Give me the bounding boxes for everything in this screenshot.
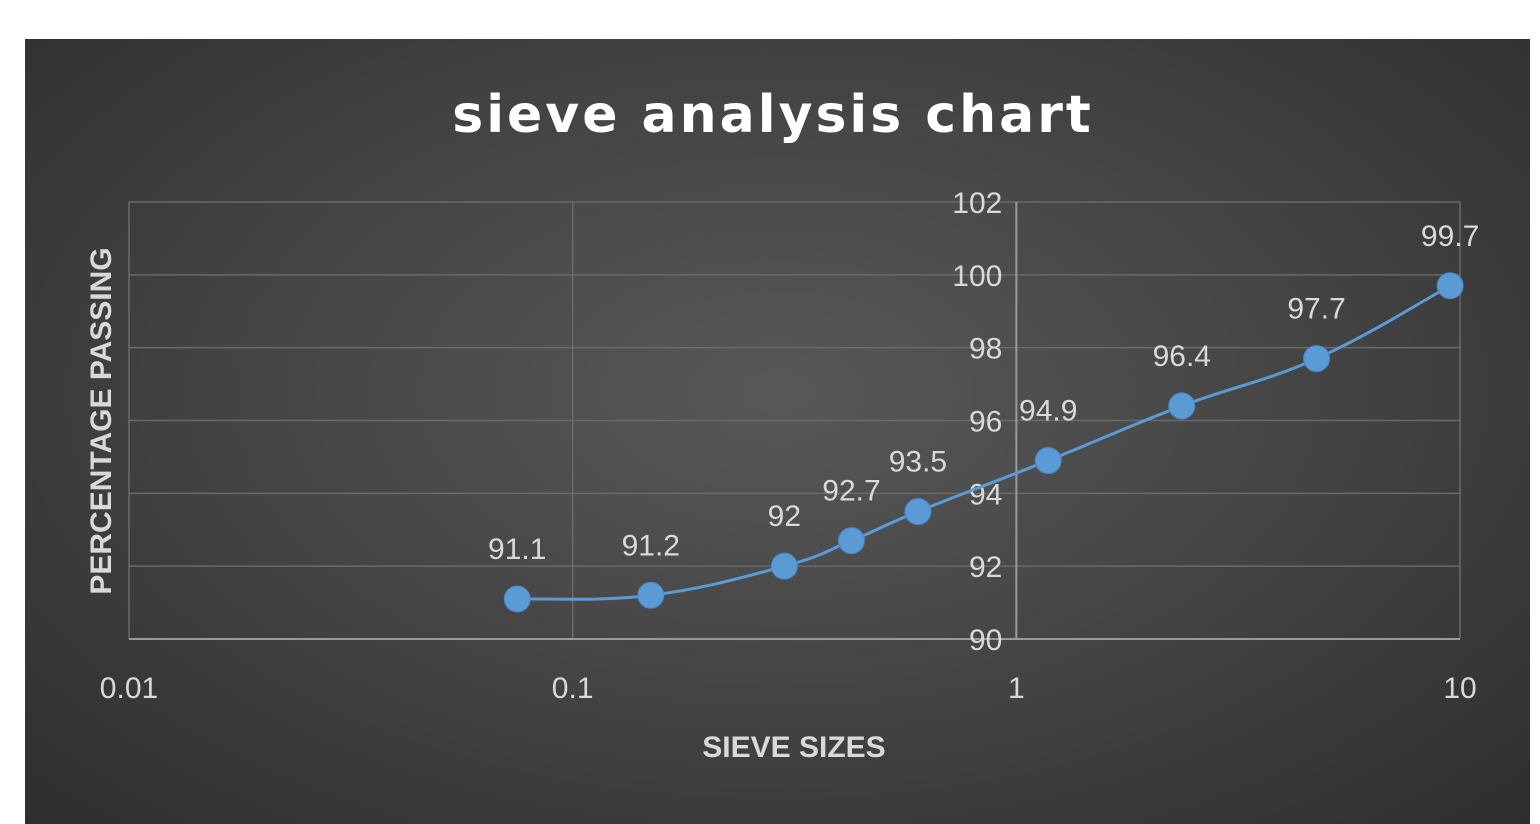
- data-label: 94.9: [1019, 395, 1077, 428]
- data-point-marker: [1436, 272, 1464, 300]
- data-point-marker: [503, 585, 531, 613]
- y-tick-label: 100: [952, 260, 1002, 293]
- label-layer: 91.1 91.2 92 92.7 93.5 94.9 96.4 97.7 99.7: [488, 220, 1479, 566]
- data-label: 92: [768, 500, 801, 533]
- x-tick-label: 0.1: [552, 672, 594, 705]
- series-line: [517, 284, 1451, 601]
- data-label: 93.5: [889, 446, 947, 479]
- x-tick-label: 10: [1443, 672, 1476, 705]
- chart-area: sieve analysis chart 90 92 94 96 98 100 102 0.0…: [25, 39, 1530, 824]
- grid-layer: [128, 201, 1461, 640]
- data-label: 91.2: [622, 529, 680, 562]
- series-layer: [503, 272, 1464, 613]
- axis-layer: 90 92 94 96 98 100 102 0.01 0.1 1 10: [100, 187, 1477, 705]
- x-tick-label: 0.01: [100, 672, 158, 705]
- y-tick-label: 96: [969, 406, 1002, 439]
- x-axis-title: SIEVE SIZES: [702, 731, 885, 764]
- y-tick-label: 90: [969, 624, 1002, 657]
- chart-title: sieve analysis chart: [452, 85, 1094, 145]
- data-point-marker: [637, 581, 665, 609]
- y-tick-label: 92: [969, 551, 1002, 584]
- y-axis-title: PERCENTAGE PASSING: [85, 247, 118, 594]
- data-label: 91.1: [488, 533, 546, 566]
- data-point-marker: [904, 498, 932, 526]
- y-tick-label: 98: [969, 333, 1002, 366]
- data-label: 99.7: [1421, 220, 1479, 253]
- data-point-marker: [1303, 345, 1331, 373]
- data-point-marker: [1034, 447, 1062, 475]
- data-label: 96.4: [1153, 340, 1211, 373]
- x-tick-label: 1: [1008, 672, 1025, 705]
- data-point-marker: [770, 552, 798, 580]
- y-tick-label: 102: [952, 187, 1002, 220]
- chart-svg: sieve analysis chart 90 92 94 96 98 100 102 0.0…: [85, 85, 1479, 764]
- y-tick-label: 94: [969, 478, 1002, 511]
- data-point-marker: [1168, 392, 1196, 420]
- data-label: 97.7: [1287, 293, 1345, 326]
- data-label: 92.7: [822, 475, 880, 508]
- data-point-marker: [837, 527, 865, 555]
